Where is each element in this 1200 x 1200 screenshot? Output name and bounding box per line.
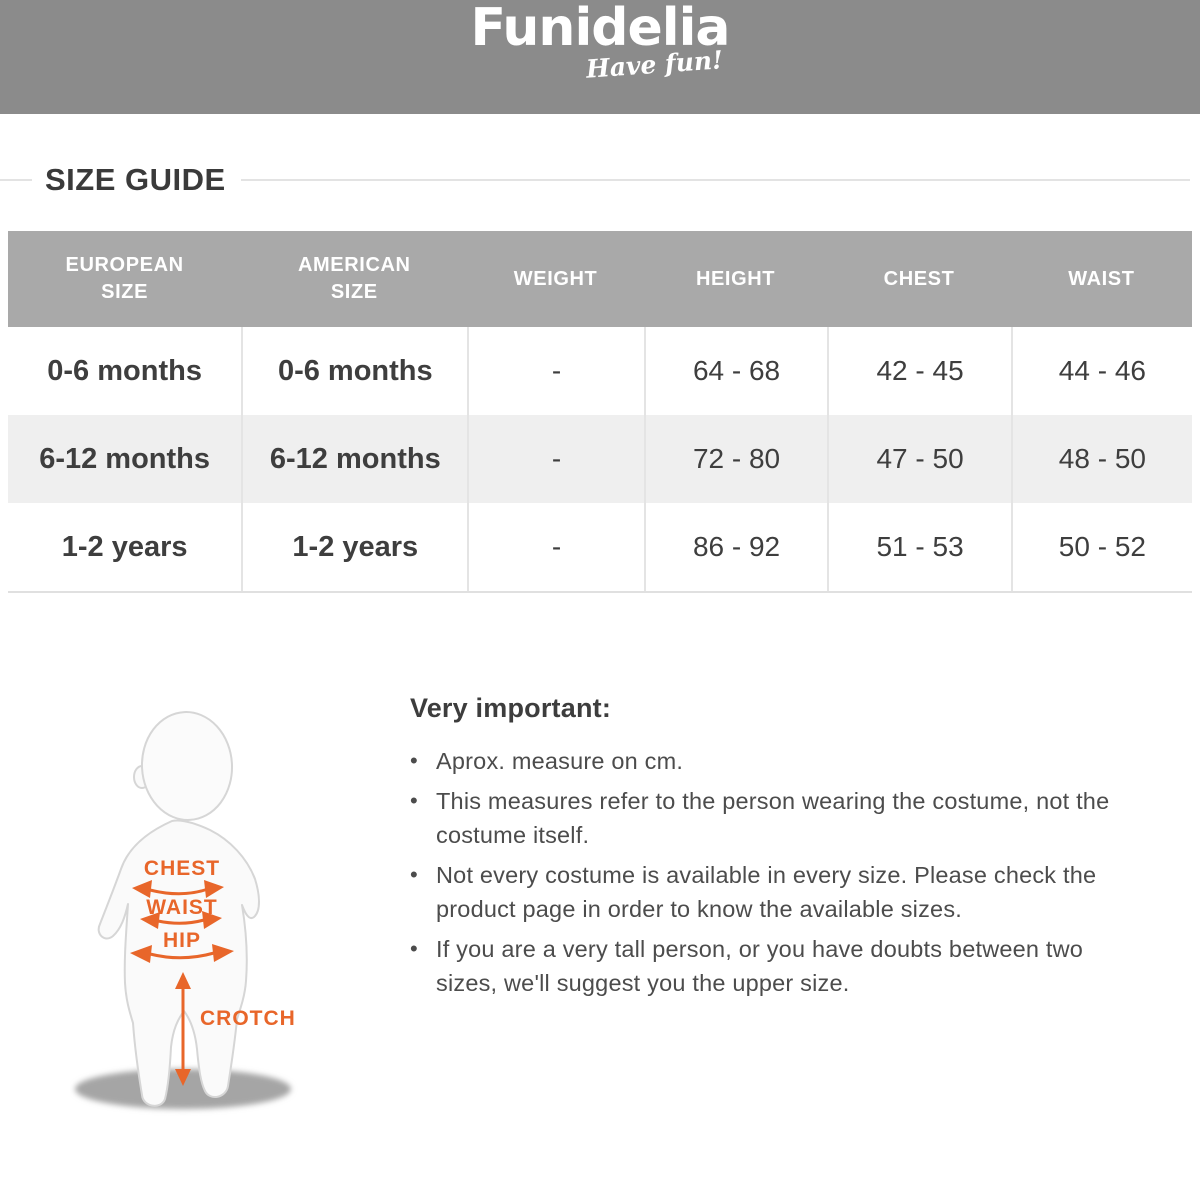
column-header-waist: WAIST [1010,231,1192,327]
hip-measure-arrow [149,951,215,960]
table-cell: - [467,503,644,591]
note-item: • Aprox. measure on cm. [410,744,1140,779]
size-table: EUROPEAN SIZE AMERICAN SIZE WEIGHT HEIGH… [8,231,1192,593]
table-cell: 44 - 46 [1010,327,1192,415]
measurement-info-section: CHEST WAIST HIP CROTCH Very important: •… [0,593,1200,1121]
arrowhead-right [212,944,234,962]
table-cell: - [467,327,644,415]
column-header-label: CHEST [883,267,955,290]
column-header-label: AMERICAN SIZE [298,254,411,303]
column-header-european-size: EUROPEAN SIZE [8,231,242,327]
table-cell: 1-2 years [241,503,468,591]
table-cell: 72 - 80 [643,415,828,503]
table-cell: 64 - 68 [643,327,828,415]
column-header-label: WEIGHT [513,267,598,290]
brand-logo-text: Funidelia [470,0,730,58]
note-text: If you are a very tall person, or you ha… [436,935,1084,997]
notes-list: • Aprox. measure on cm. • This measures re… [410,744,1140,1001]
note-item: • If you are a very tall person, or you h… [410,932,1140,1001]
column-header-height: HEIGHT [643,231,828,327]
table-cell: 51 - 53 [827,503,1011,591]
column-header-weight: WEIGHT [467,231,644,327]
table-cell: 0-6 months [8,327,242,415]
column-header-label: WAIST [1068,267,1135,290]
table-cell: 6-12 months [8,415,242,503]
brand-tagline: Have fun! [585,45,725,84]
table-cell: 6-12 months [241,415,468,503]
crotch-measure-label: CROTCH [200,1007,296,1030]
baby-measurement-diagram: CHEST WAIST HIP CROTCH [70,691,370,1121]
table-cell: 50 - 52 [1010,503,1192,591]
note-item: • Not every costume is available in every… [410,858,1140,927]
note-text: Aprox. measure on cm. [436,748,684,774]
waist-measure-label: WAIST [146,896,218,919]
column-header-american-size: AMERICAN SIZE [241,231,468,327]
heading-rule-left [0,178,32,181]
table-cell: 48 - 50 [1010,415,1192,503]
bullet-icon: • [410,861,418,887]
arrowhead-down [175,1069,191,1086]
brand-header-bar: Funidelia Have fun! [0,0,1200,114]
note-text: Not every costume is available in every … [436,861,1097,923]
bullet-icon: • [410,748,418,773]
arrowhead-left [132,880,152,898]
table-cell: 1-2 years [8,503,242,591]
baby-head [140,711,234,821]
column-header-label: HEIGHT [695,267,776,290]
chest-measure-label: CHEST [144,857,220,880]
page-title: SIZE GUIDE [45,162,226,197]
table-cell: 47 - 50 [827,415,1011,503]
bullet-icon: • [410,935,418,961]
note-item: • This measures refer to the person weari… [410,784,1140,853]
heading-rule-right [240,178,1190,181]
important-notes: Very important: • Aprox. measure on cm. •… [410,691,1140,1121]
arrowhead-left [140,912,160,929]
table-cell: 86 - 92 [643,503,828,591]
arrowhead-right [204,880,224,898]
column-header-chest: CHEST [827,231,1011,327]
arrowhead-up [175,972,191,989]
floor-shadow [75,1069,291,1109]
hip-measure-label: HIP [163,929,201,952]
table-cell: - [467,415,644,503]
baby-silhouette-illustration: CHEST WAIST HIP CROTCH [75,711,296,1109]
size-guide-heading-row: SIZE GUIDE [0,164,1200,195]
chest-measure-arrow [149,887,209,896]
note-text: This measures refer to the person wearin… [436,787,1110,849]
bullet-icon: • [410,787,418,813]
arrowhead-right [202,911,222,929]
brand-logo: Funidelia Have fun! [470,0,730,84]
table-cell: 0-6 months [241,327,468,415]
table-cell: 42 - 45 [827,327,1011,415]
column-header-label: EUROPEAN SIZE [65,254,184,303]
arrowhead-left [130,945,152,963]
notes-heading: Very important: [410,693,612,723]
waist-measure-arrow [157,918,205,925]
